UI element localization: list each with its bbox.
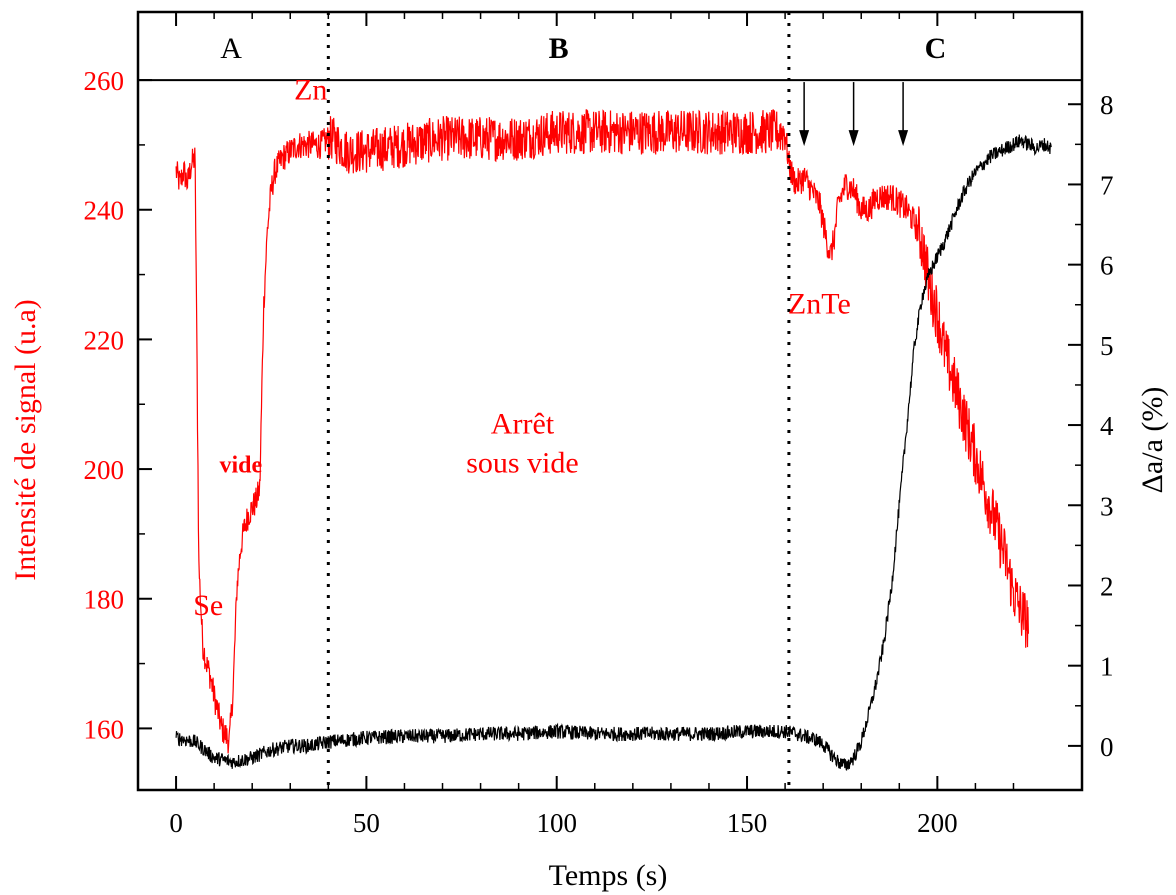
annotation-label: Arrêt <box>491 407 555 440</box>
y-right-tick-label: 6 <box>1100 251 1114 281</box>
x-tick-label: 200 <box>917 808 958 838</box>
annotation-label: ZnTe <box>788 287 851 320</box>
annotation-label: Se <box>193 589 223 622</box>
region-label: A <box>220 32 242 65</box>
arrow-head <box>849 130 859 146</box>
data-point <box>838 203 839 204</box>
series-intensity <box>175 109 1029 753</box>
annotation-label: sous vide <box>466 446 579 479</box>
data-point <box>1051 148 1052 149</box>
y-left-tick-label: 180 <box>84 585 125 615</box>
arrow-head <box>799 130 809 146</box>
y-left-tick-label: 200 <box>84 455 125 485</box>
region-label: C <box>925 32 947 65</box>
x-tick-label: 0 <box>169 808 183 838</box>
y-right-axis-title: Δa/a (%) <box>1136 387 1169 494</box>
x-axis-title: Temps (s) <box>549 859 668 892</box>
arrow-head <box>898 130 908 146</box>
y-left-tick-label: 240 <box>84 196 125 226</box>
y-left-tick-label: 160 <box>84 714 125 744</box>
y-right-tick-label: 3 <box>1100 491 1114 521</box>
y-right-tick-label: 5 <box>1100 331 1114 361</box>
y-right-tick-label: 7 <box>1100 170 1114 200</box>
region-label: B <box>549 32 569 65</box>
y-left-axis-title: Intensité de signal (u.a) <box>9 299 42 581</box>
y-left-tick-label: 220 <box>84 325 125 355</box>
y-right-tick-label: 4 <box>1100 411 1114 441</box>
x-tick-label: 150 <box>727 808 768 838</box>
labels-layer: A B C Zn vide Se ZnTe Arrêt sous vide <box>193 32 946 622</box>
y-right-tick-label: 2 <box>1100 571 1114 601</box>
data-point <box>240 546 241 547</box>
series-lattice <box>175 135 1052 771</box>
x-tick-label: 100 <box>536 808 577 838</box>
annotation-label: vide <box>219 452 262 478</box>
y-right-tick-label: 0 <box>1100 732 1114 762</box>
y-right-tick-label: 8 <box>1100 90 1114 120</box>
x-tick-label: 50 <box>353 808 380 838</box>
data-point <box>990 507 991 508</box>
series-line <box>176 109 1028 753</box>
annotation-label: Zn <box>294 74 327 107</box>
y-right-tick-label: 1 <box>1100 652 1114 682</box>
y-left-tick-label: 260 <box>84 66 125 96</box>
series-layer <box>175 109 1052 770</box>
